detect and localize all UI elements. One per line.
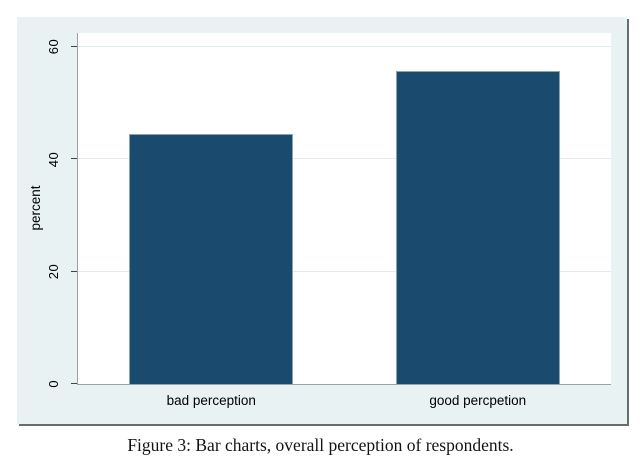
y-tick-label-60: 60 <box>46 38 61 55</box>
y-tick-label-40: 40 <box>46 151 61 167</box>
y-tick-mark-40 <box>71 158 77 159</box>
y-tick-label-20: 20 <box>46 263 61 280</box>
figure-caption: Figure 3: Bar charts, overall perception… <box>127 435 514 455</box>
y-tick-mark-20 <box>71 270 77 272</box>
y-tick-mark-0 <box>71 383 77 384</box>
figure-3-bar-chart: percent 0 20 40 60 bad perception good percpe… <box>17 17 627 424</box>
y-axis-title: percent <box>28 185 43 232</box>
gridline-40 <box>78 158 611 159</box>
y-tick-label-0: 0 <box>46 380 61 388</box>
bar-good-percpetion <box>395 71 560 384</box>
gridline-60 <box>78 45 611 47</box>
bar-bad-perception <box>129 134 294 384</box>
y-tick-mark-60 <box>71 45 77 47</box>
x-category-label-good-percpetion: good percpetion <box>429 393 527 408</box>
x-category-label-bad-perception: bad perception <box>166 393 256 408</box>
plot-area: percent 0 20 40 60 bad perception good percpe… <box>28 33 611 408</box>
gridline-20 <box>78 270 611 272</box>
